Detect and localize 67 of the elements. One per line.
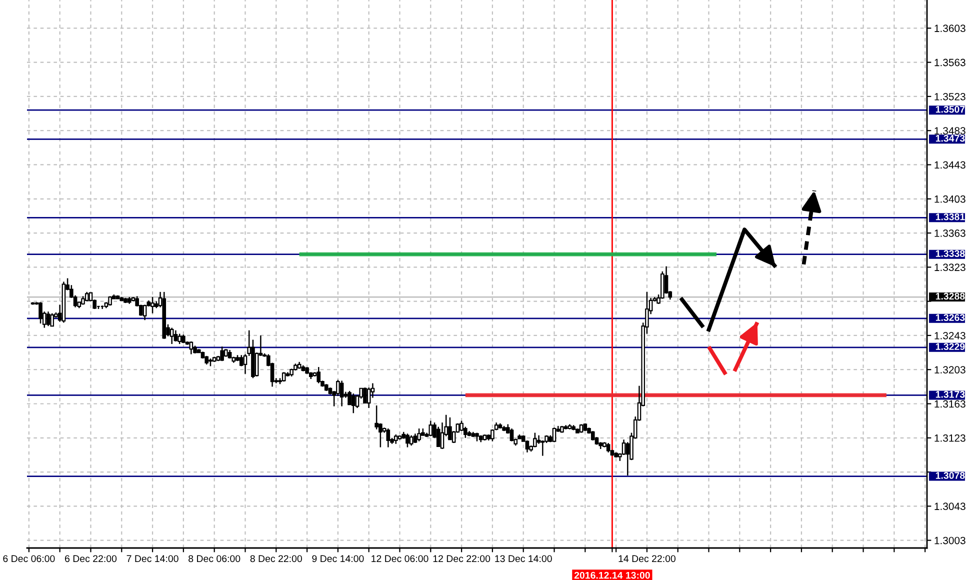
ref-line-label: 1.3078	[936, 472, 965, 479]
x-tick-label: 12 Dec 06:00	[372, 555, 428, 562]
y-tick-label: 1.3483	[934, 127, 966, 134]
candlestick	[436, 426, 440, 448]
ref-line-label: 1.3229	[936, 343, 965, 350]
x-tick-label: 7 Dec 14:00	[126, 555, 178, 562]
y-tick-label: 1.3563	[934, 58, 966, 66]
candlestick	[394, 434, 398, 444]
y-tick-label: 1.3003	[934, 536, 966, 544]
ref-line-label: 1.3338	[936, 250, 965, 257]
candlestick	[386, 428, 390, 448]
ref-line-label: 1.3507	[936, 106, 965, 113]
candlestick	[590, 430, 595, 442]
ref-line-label: 1.3263	[936, 314, 965, 322]
candlestick	[448, 416, 452, 440]
candlestick	[351, 392, 356, 414]
candlestick	[170, 327, 174, 345]
candlestick	[540, 440, 545, 456]
candlestick	[464, 426, 468, 439]
y-tick-label: 1.3163	[934, 400, 966, 408]
y-tick-label: 1.3363	[934, 230, 966, 237]
candlestick	[533, 432, 537, 448]
x-tick-label: 2016.12.14 13:00	[574, 572, 650, 579]
x-tick-label: 6 Dec 06:00	[3, 555, 55, 562]
candlestick	[340, 380, 344, 407]
candlestick	[428, 420, 433, 437]
candlestick	[150, 296, 154, 314]
y-tick-label: 1.3323	[934, 264, 966, 272]
y-tick-label: 1.3403	[934, 195, 966, 203]
candlestick	[46, 310, 50, 327]
x-tick-label: 9 Dec 14:00	[312, 555, 364, 562]
candlestick	[178, 333, 182, 345]
y-tick-label: 1.3243	[934, 332, 966, 340]
candlestick	[220, 346, 224, 362]
ref-line-label: 1.3473	[936, 134, 965, 142]
y-tick-label: 1.3443	[934, 161, 966, 169]
candlestick	[417, 428, 421, 442]
ref-line-label: 1.3288	[936, 292, 965, 300]
candlestick	[174, 330, 178, 342]
candlestick	[316, 366, 321, 384]
y-tick-label: 1.3523	[934, 92, 966, 100]
candlestick	[84, 291, 89, 302]
candlestick	[366, 386, 371, 409]
y-tick-label: 1.3043	[934, 502, 966, 510]
candlestick	[363, 386, 367, 404]
x-tick-label: 12 Dec 22:00	[433, 555, 490, 562]
candlestick	[406, 432, 410, 448]
ref-line-label: 1.3173	[936, 390, 965, 398]
candlestick	[142, 304, 147, 321]
x-tick-label: 8 Dec 22:00	[250, 555, 302, 562]
ref-line-label: 1.3381	[936, 213, 965, 220]
candlestick	[510, 428, 514, 442]
x-tick-label: 8 Dec 06:00	[188, 555, 240, 562]
y-tick-label: 1.3603	[934, 24, 966, 32]
candlestick	[374, 404, 378, 430]
y-tick-label: 1.3203	[934, 366, 966, 374]
candlestick	[50, 312, 54, 327]
x-tick-label: 14 Dec 22:00	[618, 555, 676, 562]
candlestick	[189, 340, 194, 355]
candlestick	[606, 442, 610, 454]
x-tick-label: 13 Dec 14:00	[495, 555, 552, 562]
candlestick	[38, 302, 42, 324]
candlestick	[409, 434, 414, 446]
candlestick	[413, 432, 418, 444]
x-tick-label: 6 Dec 22:00	[65, 555, 117, 562]
y-tick-label: 1.3123	[934, 434, 966, 442]
candlestick	[552, 427, 556, 443]
